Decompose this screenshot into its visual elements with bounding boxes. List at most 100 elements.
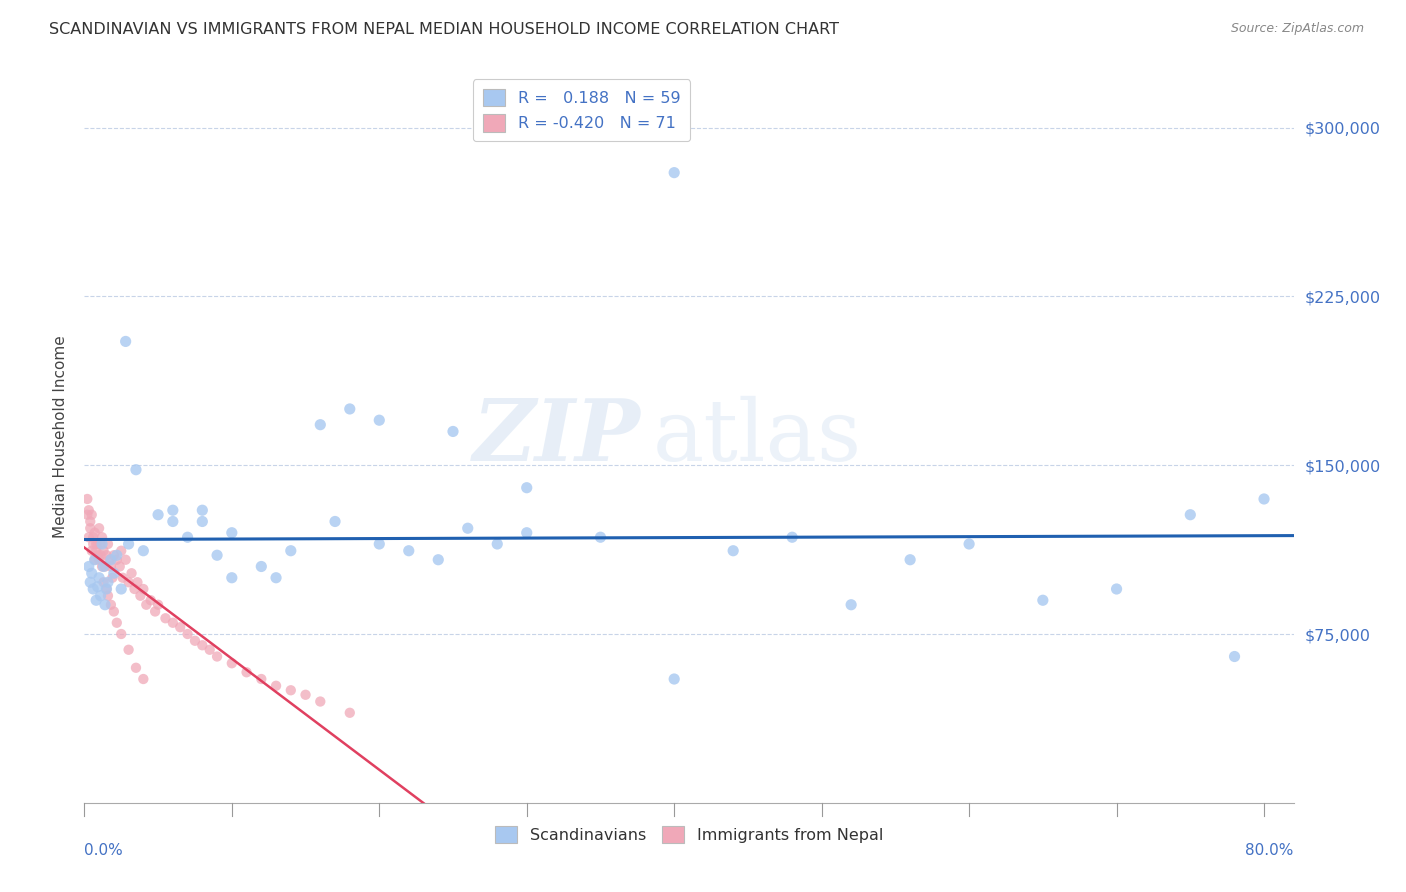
Point	[83, 553, 105, 567]
Text: ZIP: ZIP	[472, 395, 641, 479]
Y-axis label: Median Household Income: Median Household Income	[52, 335, 67, 539]
Point	[898, 553, 921, 567]
Point	[91, 537, 114, 551]
Point	[80, 508, 103, 522]
Point	[87, 553, 110, 567]
Legend: Scandinavians, Immigrants from Nepal: Scandinavians, Immigrants from Nepal	[488, 820, 890, 850]
Point	[139, 593, 162, 607]
Point	[103, 566, 125, 581]
Point	[96, 548, 118, 562]
Point	[84, 593, 107, 607]
Point	[124, 582, 146, 596]
Point	[132, 543, 155, 558]
Point	[79, 515, 101, 529]
Point	[1223, 649, 1246, 664]
Point	[125, 463, 148, 477]
Point	[323, 515, 346, 529]
Point	[77, 530, 100, 544]
Point	[80, 543, 103, 558]
Point	[105, 553, 128, 567]
Point	[780, 530, 803, 544]
Point	[93, 559, 115, 574]
Point	[221, 571, 243, 585]
Point	[103, 605, 125, 619]
Point	[339, 706, 361, 720]
Point	[76, 491, 98, 506]
Point	[398, 543, 420, 558]
Text: 0.0%: 0.0%	[84, 843, 124, 858]
Point	[664, 672, 686, 686]
Point	[280, 543, 302, 558]
Point	[96, 582, 118, 596]
Point	[486, 537, 509, 551]
Point	[105, 548, 128, 562]
Point	[169, 620, 191, 634]
Point	[117, 537, 139, 551]
Point	[82, 582, 104, 596]
Point	[100, 559, 122, 574]
Point	[91, 530, 114, 544]
Point	[76, 508, 98, 522]
Point	[1105, 582, 1128, 596]
Point	[97, 575, 120, 590]
Point	[221, 657, 243, 671]
Text: 80.0%: 80.0%	[1246, 843, 1294, 858]
Point	[516, 525, 538, 540]
Text: atlas: atlas	[652, 395, 862, 479]
Point	[457, 521, 479, 535]
Point	[839, 598, 862, 612]
Point	[143, 605, 166, 619]
Point	[93, 575, 115, 590]
Point	[664, 166, 686, 180]
Point	[79, 521, 101, 535]
Point	[94, 598, 117, 612]
Point	[221, 525, 243, 540]
Point	[90, 537, 112, 551]
Point	[108, 559, 131, 574]
Point	[83, 525, 105, 540]
Point	[589, 530, 612, 544]
Point	[205, 649, 228, 664]
Point	[111, 571, 134, 585]
Point	[721, 543, 744, 558]
Point	[121, 566, 143, 581]
Point	[114, 553, 136, 567]
Point	[184, 633, 207, 648]
Point	[114, 334, 136, 349]
Point	[264, 679, 287, 693]
Point	[162, 615, 184, 630]
Point	[79, 575, 101, 590]
Point	[146, 598, 169, 612]
Point	[309, 417, 332, 432]
Point	[91, 559, 114, 574]
Point	[97, 537, 120, 551]
Point	[125, 661, 148, 675]
Point	[90, 548, 112, 562]
Point	[100, 598, 122, 612]
Point	[82, 537, 104, 551]
Point	[264, 571, 287, 585]
Text: SCANDINAVIAN VS IMMIGRANTS FROM NEPAL MEDIAN HOUSEHOLD INCOME CORRELATION CHART: SCANDINAVIAN VS IMMIGRANTS FROM NEPAL ME…	[49, 22, 839, 37]
Point	[86, 548, 108, 562]
Point	[117, 575, 139, 590]
Text: Source: ZipAtlas.com: Source: ZipAtlas.com	[1230, 22, 1364, 36]
Point	[98, 553, 121, 567]
Point	[87, 571, 110, 585]
Point	[103, 548, 125, 562]
Point	[97, 589, 120, 603]
Point	[176, 530, 198, 544]
Point	[96, 582, 118, 596]
Point	[1253, 491, 1275, 506]
Point	[516, 481, 538, 495]
Point	[110, 627, 132, 641]
Point	[162, 503, 184, 517]
Point	[339, 401, 361, 416]
Point	[280, 683, 302, 698]
Point	[1180, 508, 1202, 522]
Point	[110, 582, 132, 596]
Point	[94, 559, 117, 574]
Point	[117, 642, 139, 657]
Point	[132, 672, 155, 686]
Point	[132, 582, 155, 596]
Point	[100, 553, 122, 567]
